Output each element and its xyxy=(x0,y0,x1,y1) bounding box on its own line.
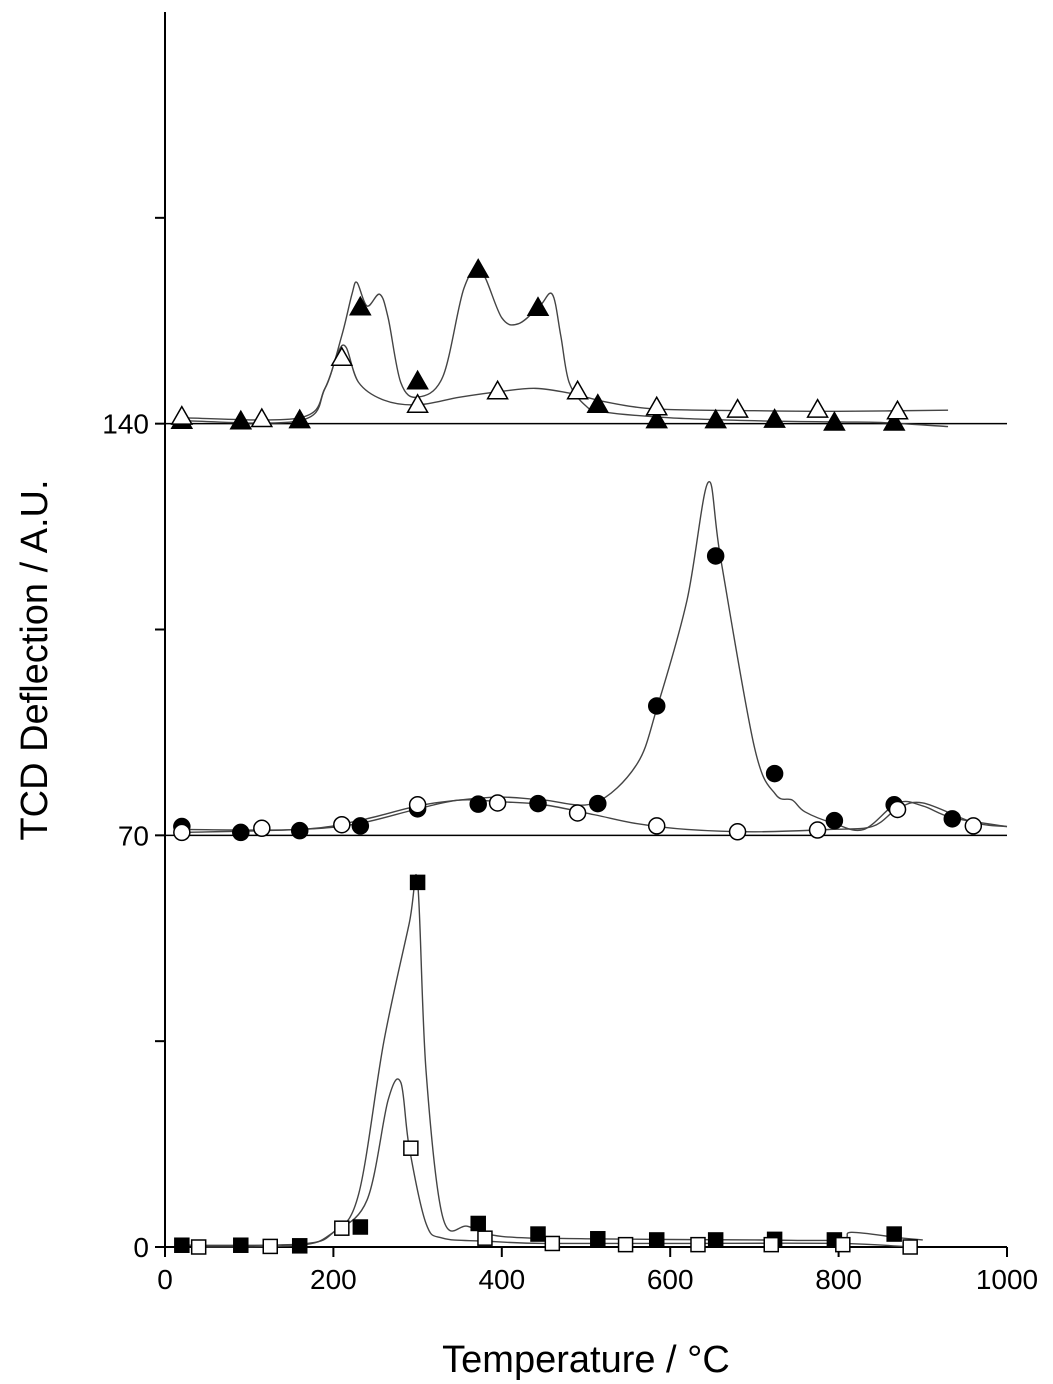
data-point xyxy=(174,1237,190,1253)
data-point xyxy=(888,800,907,819)
data-point xyxy=(470,1215,486,1232)
data-point xyxy=(334,1220,350,1236)
data-point xyxy=(250,407,274,428)
data-point xyxy=(617,1236,634,1253)
y-tick-label: 0 xyxy=(133,1232,149,1263)
data-point xyxy=(590,1231,606,1247)
axes xyxy=(164,12,1007,1248)
data-point xyxy=(728,823,747,841)
data-point xyxy=(648,1232,665,1248)
x-axis-label: Temperature / °C xyxy=(442,1339,730,1381)
data-point xyxy=(707,1232,724,1248)
series-line-5 xyxy=(181,344,949,421)
data-point xyxy=(229,409,253,430)
data-point xyxy=(690,1236,706,1253)
data-point xyxy=(647,697,666,715)
data-point xyxy=(586,393,610,414)
x-tick-label: 800 xyxy=(815,1264,862,1295)
y-ticks: 0 70 140 xyxy=(102,216,165,1263)
data-point xyxy=(566,379,589,400)
data-point xyxy=(808,821,827,839)
series-markers xyxy=(170,258,983,1255)
data-point xyxy=(288,408,311,429)
y-tick-label: 70 xyxy=(118,820,149,851)
series-curves xyxy=(181,268,1008,1248)
data-point xyxy=(290,821,309,840)
data-point xyxy=(544,1235,561,1252)
data-point xyxy=(409,874,426,891)
data-point xyxy=(408,796,427,814)
data-point xyxy=(406,369,429,390)
data-point xyxy=(763,1236,779,1253)
data-point xyxy=(964,817,983,835)
data-point xyxy=(645,395,668,416)
data-point xyxy=(333,815,351,834)
data-point xyxy=(835,1236,851,1253)
data-point xyxy=(726,398,749,418)
data-point xyxy=(823,410,846,431)
data-point xyxy=(589,794,607,813)
data-point xyxy=(806,398,829,418)
data-point xyxy=(406,393,429,414)
data-point xyxy=(488,794,507,812)
series-line-4 xyxy=(181,268,949,428)
series-line-2 xyxy=(181,481,1008,832)
data-point xyxy=(943,810,962,828)
data-point xyxy=(291,1238,308,1254)
data-point xyxy=(262,1238,278,1255)
x-tick-label: 400 xyxy=(478,1264,525,1295)
data-point xyxy=(170,405,194,425)
data-point xyxy=(886,399,909,420)
data-point xyxy=(486,379,509,400)
data-point xyxy=(349,295,372,316)
data-point xyxy=(466,258,490,278)
data-point xyxy=(647,817,666,835)
data-point xyxy=(902,1239,918,1255)
data-point xyxy=(825,811,844,830)
data-point xyxy=(233,1237,249,1253)
data-point xyxy=(173,823,191,842)
data-point xyxy=(529,794,547,813)
data-point xyxy=(882,410,906,431)
x-tick-label: 600 xyxy=(647,1264,694,1295)
y-axis-label: TCD Deflection / A.U. xyxy=(14,479,56,840)
data-point xyxy=(568,804,587,822)
data-point xyxy=(253,819,271,838)
data-point xyxy=(645,408,668,429)
series-line-0 xyxy=(181,874,923,1247)
y-tick-label: 140 xyxy=(102,409,149,440)
x-tick-label: 200 xyxy=(310,1264,357,1295)
data-point xyxy=(469,795,487,813)
data-point xyxy=(765,764,784,783)
data-point xyxy=(232,823,250,842)
x-tick-label: 1000 xyxy=(976,1264,1038,1295)
data-point xyxy=(351,817,370,835)
baselines xyxy=(165,422,1007,1248)
data-point xyxy=(352,1219,369,1235)
data-point xyxy=(706,547,725,565)
x-ticks: 0 200 400 600 800 1000 xyxy=(157,1247,1038,1295)
data-point xyxy=(526,296,550,317)
data-point xyxy=(704,408,727,429)
data-point xyxy=(763,408,786,428)
data-point xyxy=(330,346,354,367)
series-line-1 xyxy=(198,1078,911,1248)
x-tick-label: 0 xyxy=(157,1264,173,1295)
data-point xyxy=(886,1226,902,1242)
data-point xyxy=(530,1226,546,1242)
data-point xyxy=(190,1239,207,1255)
data-point xyxy=(403,1140,419,1156)
data-point xyxy=(477,1230,493,1246)
